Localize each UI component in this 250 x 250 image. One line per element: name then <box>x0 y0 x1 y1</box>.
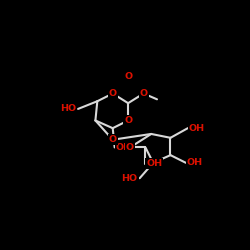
Text: OH: OH <box>116 143 132 152</box>
Text: O: O <box>126 143 134 152</box>
Text: OH: OH <box>146 159 162 168</box>
Text: OH: OH <box>187 158 203 167</box>
Text: O: O <box>124 116 132 125</box>
Text: OH: OH <box>189 124 205 133</box>
Text: O: O <box>109 135 117 144</box>
Text: O: O <box>109 89 117 98</box>
Text: O: O <box>124 72 132 81</box>
Text: HO: HO <box>60 104 76 114</box>
Text: O: O <box>140 89 147 98</box>
Text: HO: HO <box>122 174 138 183</box>
